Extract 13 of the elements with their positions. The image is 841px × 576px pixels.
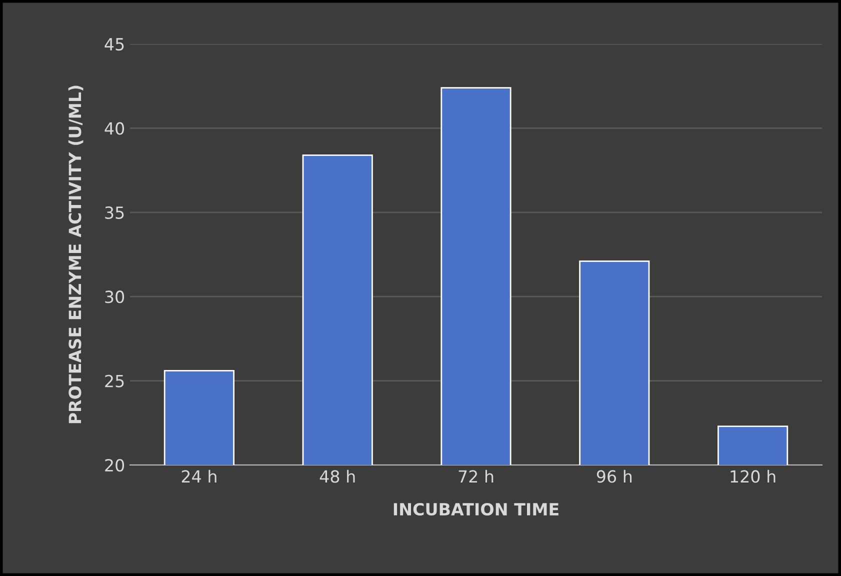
x-tick-label: 24 h (182, 470, 216, 483)
x-tick-label: 48 h (320, 470, 355, 483)
y-tick-label: 30 (105, 290, 124, 304)
y-tick-label: 45 (104, 38, 124, 51)
x-axis-title: INCUBATION TIME (394, 502, 558, 516)
y-tick-label: 40 (104, 122, 124, 135)
x-tick-label: 120 h (730, 470, 776, 483)
y-tick-label: 25 (105, 374, 124, 388)
x-tick-label: 96 h (596, 470, 632, 483)
y-axis-title: PROTEASE ENZYME ACTIVITY (U/ML) (68, 86, 84, 424)
x-tick-label: 72 h (458, 470, 494, 483)
y-tick-label: 20 (105, 458, 124, 472)
y-tick-label: 35 (105, 206, 124, 219)
